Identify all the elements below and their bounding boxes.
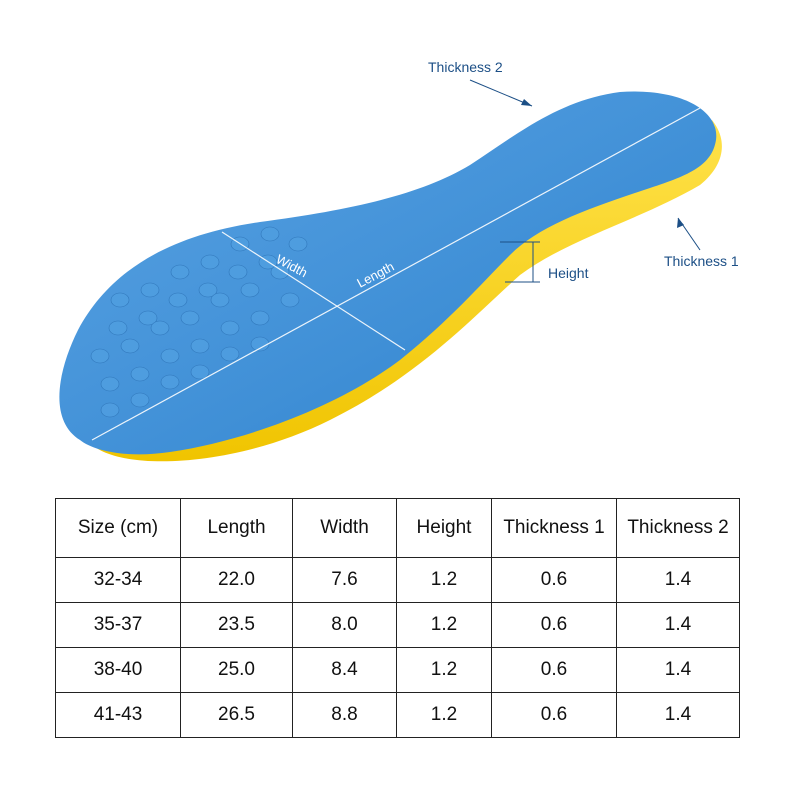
table-cell: 1.2 bbox=[396, 557, 492, 603]
massage-bump bbox=[160, 348, 180, 364]
massage-bump bbox=[108, 320, 128, 336]
massage-bump bbox=[280, 292, 300, 308]
insole-illustration: Width Length Height Thickness 2 Thicknes… bbox=[59, 59, 739, 462]
header-thickness-1: Thickness 1 bbox=[491, 498, 617, 558]
massage-bump bbox=[180, 310, 200, 326]
table-cell: 0.6 bbox=[491, 692, 617, 738]
table-cell: 41-43 bbox=[55, 692, 181, 738]
header-thickness-2: Thickness 2 bbox=[616, 498, 740, 558]
thickness-1-arrowhead bbox=[677, 218, 684, 228]
table-row: 38-40 25.0 8.4 1.2 0.6 1.4 bbox=[55, 647, 740, 693]
massage-bump bbox=[260, 226, 280, 242]
massage-bump bbox=[110, 292, 130, 308]
table-cell: 8.8 bbox=[292, 692, 397, 738]
table-cell: 1.4 bbox=[616, 692, 740, 738]
thickness-2-arrowhead bbox=[521, 99, 532, 106]
insole-top-surface bbox=[59, 91, 717, 455]
table-cell: 38-40 bbox=[55, 647, 181, 693]
massage-bump bbox=[270, 264, 290, 280]
table-cell: 1.2 bbox=[396, 692, 492, 738]
massage-bump bbox=[200, 254, 220, 270]
table-cell: 0.6 bbox=[491, 647, 617, 693]
table-row: 41-43 26.5 8.8 1.2 0.6 1.4 bbox=[55, 692, 740, 738]
massage-bump bbox=[90, 348, 110, 364]
width-guide-line bbox=[221, 231, 406, 351]
massage-bump bbox=[240, 282, 260, 298]
massage-bump bbox=[150, 320, 170, 336]
massage-bump bbox=[198, 282, 218, 298]
table-row: 35-37 23.5 8.0 1.2 0.6 1.4 bbox=[55, 602, 740, 648]
table-row: 32-34 22.0 7.6 1.2 0.6 1.4 bbox=[55, 557, 740, 603]
massage-bump bbox=[100, 376, 120, 392]
height-label: Height bbox=[548, 265, 589, 281]
massage-bump bbox=[120, 338, 140, 354]
massage-bumps bbox=[90, 226, 308, 418]
thickness-2-arrow bbox=[469, 79, 533, 107]
table-cell: 26.5 bbox=[180, 692, 293, 738]
table-cell: 35-37 bbox=[55, 602, 181, 648]
massage-bump bbox=[190, 364, 210, 380]
table-cell: 8.0 bbox=[292, 602, 397, 648]
table-cell: 8.4 bbox=[292, 647, 397, 693]
header-size: Size (cm) bbox=[55, 498, 181, 558]
table-cell: 1.4 bbox=[616, 602, 740, 648]
table-cell: 1.4 bbox=[616, 647, 740, 693]
massage-bump bbox=[228, 264, 248, 280]
massage-bump bbox=[288, 236, 308, 252]
header-width: Width bbox=[292, 498, 397, 558]
table-cell: 32-34 bbox=[55, 557, 181, 603]
header-height: Height bbox=[396, 498, 492, 558]
massage-bump bbox=[168, 292, 188, 308]
massage-bump bbox=[220, 346, 240, 362]
table-cell: 23.5 bbox=[180, 602, 293, 648]
massage-bump bbox=[130, 366, 150, 382]
table-header-row: Size (cm) Length Width Height Thickness … bbox=[55, 498, 740, 558]
massage-bump bbox=[190, 338, 210, 354]
table-cell: 0.6 bbox=[491, 602, 617, 648]
massage-bump bbox=[130, 392, 150, 408]
header-length: Length bbox=[180, 498, 293, 558]
massage-bump bbox=[160, 374, 180, 390]
massage-bump bbox=[250, 310, 270, 326]
table-cell: 7.6 bbox=[292, 557, 397, 603]
table-cell: 0.6 bbox=[491, 557, 617, 603]
massage-bump bbox=[140, 282, 160, 298]
thickness-1-label: Thickness 1 bbox=[664, 253, 739, 269]
table-cell: 25.0 bbox=[180, 647, 293, 693]
massage-bump bbox=[100, 402, 120, 418]
thickness-2-label: Thickness 2 bbox=[428, 59, 503, 75]
table-cell: 22.0 bbox=[180, 557, 293, 603]
table-cell: 1.4 bbox=[616, 557, 740, 603]
massage-bump bbox=[220, 320, 240, 336]
massage-bump bbox=[138, 310, 158, 326]
massage-bump bbox=[170, 264, 190, 280]
table-cell: 1.2 bbox=[396, 602, 492, 648]
massage-bump bbox=[210, 292, 230, 308]
table-cell: 1.2 bbox=[396, 647, 492, 693]
size-table: Size (cm) Length Width Height Thickness … bbox=[55, 498, 740, 738]
length-guide-line bbox=[91, 107, 701, 441]
